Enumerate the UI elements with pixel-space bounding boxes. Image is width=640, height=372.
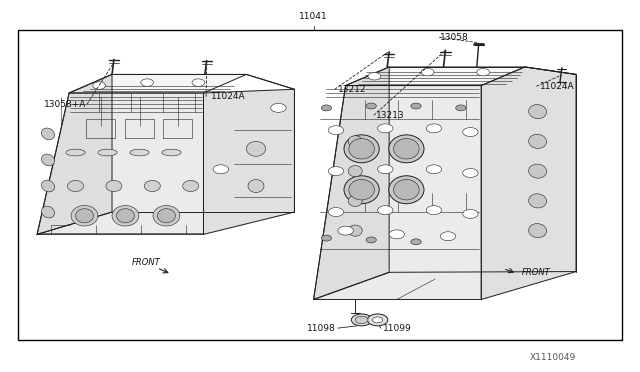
Ellipse shape — [98, 149, 117, 156]
Ellipse shape — [42, 154, 54, 166]
Circle shape — [463, 128, 478, 137]
Circle shape — [93, 82, 106, 89]
Ellipse shape — [349, 180, 374, 200]
Ellipse shape — [42, 180, 54, 192]
Polygon shape — [37, 93, 204, 234]
Circle shape — [328, 126, 344, 135]
Ellipse shape — [157, 209, 175, 223]
Circle shape — [366, 103, 376, 109]
Circle shape — [141, 79, 154, 86]
Ellipse shape — [348, 166, 362, 177]
Circle shape — [351, 314, 372, 326]
Ellipse shape — [388, 176, 424, 204]
Circle shape — [372, 317, 383, 323]
Ellipse shape — [348, 225, 362, 236]
Circle shape — [463, 169, 478, 177]
Ellipse shape — [388, 135, 424, 163]
Circle shape — [411, 239, 421, 245]
Ellipse shape — [394, 180, 419, 200]
Circle shape — [378, 124, 393, 133]
Ellipse shape — [66, 149, 85, 156]
Text: 11098: 11098 — [307, 324, 336, 333]
Circle shape — [426, 124, 442, 133]
Polygon shape — [314, 67, 389, 299]
Text: 11024A: 11024A — [540, 82, 574, 91]
Ellipse shape — [394, 139, 419, 159]
Circle shape — [355, 316, 368, 324]
Ellipse shape — [529, 105, 547, 119]
Text: 13058: 13058 — [440, 33, 469, 42]
Circle shape — [378, 165, 393, 174]
Circle shape — [378, 206, 393, 215]
Ellipse shape — [344, 135, 379, 163]
Ellipse shape — [529, 224, 547, 238]
Bar — [18, 30, 622, 340]
Text: X1110049: X1110049 — [530, 353, 576, 362]
Polygon shape — [204, 89, 294, 234]
Ellipse shape — [76, 209, 93, 223]
Ellipse shape — [116, 209, 134, 223]
Circle shape — [421, 68, 434, 76]
Circle shape — [328, 167, 344, 176]
Ellipse shape — [529, 194, 547, 208]
Circle shape — [426, 206, 442, 215]
Ellipse shape — [68, 180, 83, 192]
Ellipse shape — [183, 180, 198, 192]
Ellipse shape — [246, 141, 266, 156]
Polygon shape — [346, 67, 525, 86]
Ellipse shape — [112, 205, 139, 226]
Text: 13213: 13213 — [376, 111, 404, 120]
Ellipse shape — [348, 136, 362, 147]
Polygon shape — [481, 67, 576, 299]
Ellipse shape — [130, 149, 149, 156]
Ellipse shape — [106, 180, 122, 192]
Circle shape — [440, 232, 456, 241]
Polygon shape — [314, 86, 481, 299]
Circle shape — [213, 165, 228, 174]
Ellipse shape — [349, 139, 374, 159]
Circle shape — [389, 230, 404, 239]
Circle shape — [463, 209, 478, 218]
Ellipse shape — [42, 206, 54, 218]
Circle shape — [271, 103, 286, 112]
Ellipse shape — [344, 176, 379, 204]
Circle shape — [321, 105, 332, 111]
Text: FRONT: FRONT — [132, 258, 160, 267]
Polygon shape — [69, 74, 246, 93]
Circle shape — [328, 208, 344, 217]
Ellipse shape — [153, 205, 180, 226]
Circle shape — [456, 105, 466, 111]
Polygon shape — [37, 74, 112, 234]
Ellipse shape — [71, 205, 98, 226]
Circle shape — [338, 226, 353, 235]
Ellipse shape — [145, 180, 160, 192]
Ellipse shape — [529, 134, 547, 148]
Circle shape — [367, 314, 388, 326]
Text: 11024A: 11024A — [211, 92, 246, 101]
Circle shape — [368, 73, 381, 80]
Text: 13212: 13212 — [338, 85, 367, 94]
Text: 13058+A: 13058+A — [44, 100, 86, 109]
Circle shape — [366, 237, 376, 243]
Ellipse shape — [529, 164, 547, 178]
Circle shape — [192, 79, 205, 86]
Ellipse shape — [42, 128, 54, 140]
Text: 11041: 11041 — [300, 12, 328, 21]
Ellipse shape — [348, 195, 362, 206]
Circle shape — [477, 68, 490, 76]
Circle shape — [321, 235, 332, 241]
Circle shape — [411, 103, 421, 109]
Circle shape — [426, 165, 442, 174]
Ellipse shape — [162, 149, 181, 156]
Ellipse shape — [248, 180, 264, 193]
Text: 11099: 11099 — [383, 324, 412, 333]
Text: FRONT: FRONT — [522, 268, 550, 277]
